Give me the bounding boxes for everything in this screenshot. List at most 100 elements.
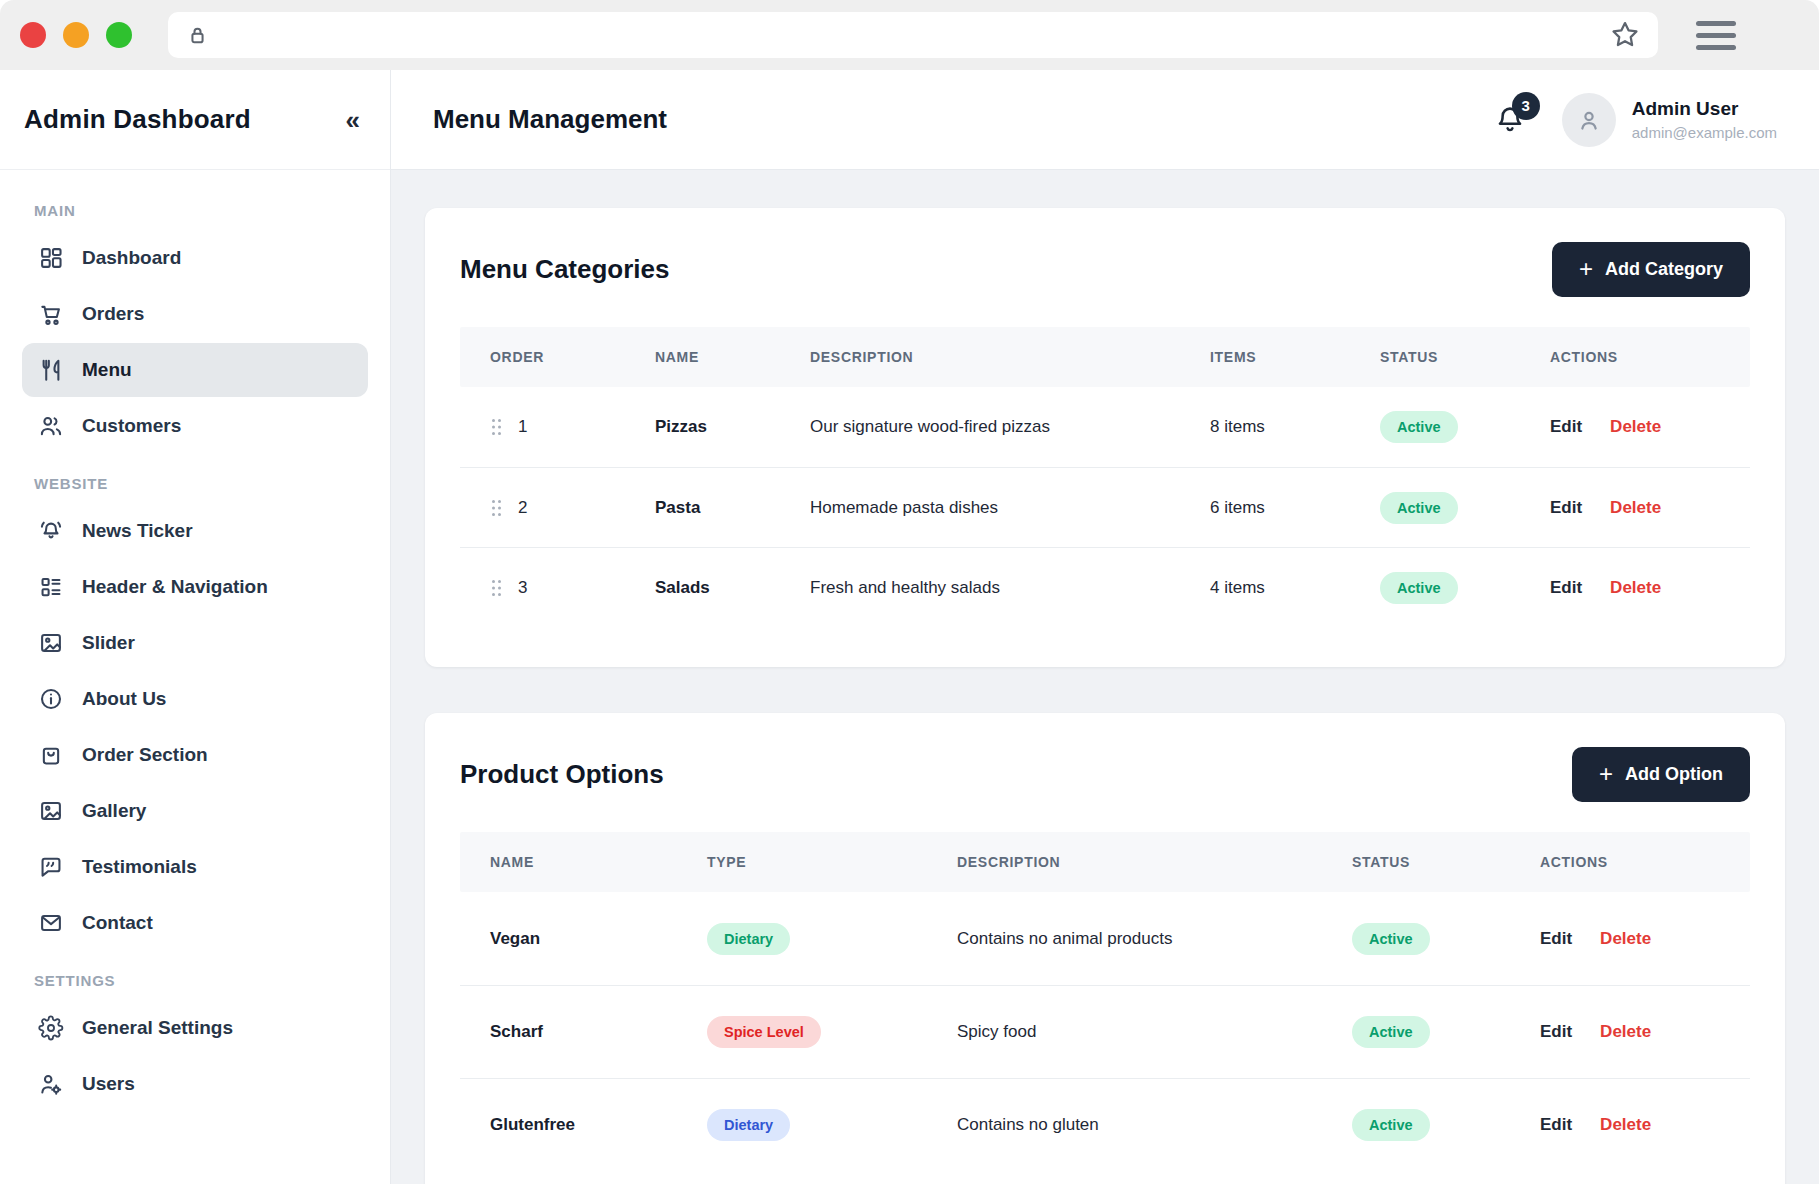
menu-categories-card: Menu Categories + Add Category ORDER NAM… (425, 208, 1785, 667)
drag-handle-icon[interactable] (490, 578, 503, 598)
column-header-actions: ACTIONS (1540, 854, 1720, 870)
drag-handle-icon[interactable] (490, 417, 503, 437)
status-badge: Active (1380, 492, 1458, 524)
delete-button[interactable]: Delete (1610, 417, 1661, 437)
sidebar-item-users[interactable]: Users (22, 1057, 368, 1111)
sidebar-item-label: Gallery (82, 800, 146, 822)
option-description: Spicy food (957, 1022, 1352, 1042)
shopping-bag-icon (38, 742, 64, 768)
sidebar-item-order-section[interactable]: Order Section (22, 728, 368, 782)
table-row: Scharf Spice Level Spicy food Active Edi… (460, 985, 1750, 1078)
plus-icon: + (1599, 762, 1613, 786)
option-description: Contains no gluten (957, 1115, 1352, 1135)
category-name: Pasta (655, 498, 810, 518)
sidebar-item-dashboard[interactable]: Dashboard (22, 231, 368, 285)
sidebar-header: Admin Dashboard « (0, 70, 390, 170)
table-row: 1 Pizzas Our signature wood-fired pizzas… (460, 387, 1750, 467)
sidebar-item-label: Slider (82, 632, 135, 654)
sidebar-item-news-ticker[interactable]: News Ticker (22, 504, 368, 558)
column-header-name: NAME (655, 349, 810, 365)
maximize-window-button[interactable] (106, 22, 132, 48)
type-badge: Spice Level (707, 1016, 821, 1048)
bookmark-star-icon[interactable] (1608, 18, 1642, 52)
sidebar-item-orders[interactable]: Orders (22, 287, 368, 341)
avatar (1562, 93, 1616, 147)
sidebar-item-customers[interactable]: Customers (22, 399, 368, 453)
edit-button[interactable]: Edit (1540, 1115, 1572, 1135)
page-header: Menu Management 3 (391, 70, 1819, 170)
edit-button[interactable]: Edit (1550, 417, 1582, 437)
category-description: Homemade pasta dishes (810, 498, 1210, 518)
sidebar-item-general-settings[interactable]: General Settings (22, 1001, 368, 1055)
status-badge: Active (1380, 572, 1458, 604)
category-name: Salads (655, 578, 810, 598)
delete-button[interactable]: Delete (1600, 929, 1651, 949)
sidebar-collapse-button[interactable]: « (346, 107, 360, 133)
dashboard-grid-icon (38, 245, 64, 271)
status-badge: Active (1352, 923, 1430, 955)
sidebar-item-contact[interactable]: Contact (22, 896, 368, 950)
user-menu[interactable]: Admin User admin@example.com (1562, 93, 1777, 147)
browser-menu-icon[interactable] (1696, 21, 1736, 50)
users-group-icon (38, 413, 64, 439)
window-controls (0, 22, 132, 48)
section-label-settings: SETTINGS (34, 972, 356, 989)
sidebar-item-label: Testimonials (82, 856, 197, 878)
sidebar-item-label: Contact (82, 912, 153, 934)
card-title: Menu Categories (460, 254, 670, 285)
table-row: Vegan Dietary Contains no animal product… (460, 892, 1750, 985)
app-title: Admin Dashboard (24, 104, 251, 135)
card-title: Product Options (460, 759, 664, 790)
browser-chrome (0, 0, 1819, 70)
delete-button[interactable]: Delete (1600, 1115, 1651, 1135)
sidebar-item-label: Header & Navigation (82, 576, 268, 598)
edit-button[interactable]: Edit (1550, 578, 1582, 598)
user-email: admin@example.com (1632, 124, 1777, 141)
sidebar-item-header-navigation[interactable]: Header & Navigation (22, 560, 368, 614)
cart-icon (38, 301, 64, 327)
table-row: Glutenfree Dietary Contains no gluten Ac… (460, 1078, 1750, 1171)
sidebar-item-label: Users (82, 1073, 135, 1095)
quote-bubble-icon (38, 854, 64, 880)
address-bar[interactable] (168, 12, 1658, 58)
delete-button[interactable]: Delete (1610, 498, 1661, 518)
layout-list-icon (38, 574, 64, 600)
sidebar-item-label: Menu (82, 359, 132, 381)
browser-window: Admin Dashboard « MAIN Dashboard (0, 0, 1819, 1184)
sidebar-item-testimonials[interactable]: Testimonials (22, 840, 368, 894)
edit-button[interactable]: Edit (1550, 498, 1582, 518)
add-option-button[interactable]: + Add Option (1572, 747, 1750, 802)
plus-icon: + (1579, 257, 1593, 281)
gallery-image-icon (38, 798, 64, 824)
column-header-order: ORDER (490, 349, 655, 365)
sidebar-item-about-us[interactable]: About Us (22, 672, 368, 726)
category-items-count: 6 items (1210, 498, 1380, 518)
sidebar-item-menu[interactable]: Menu (22, 343, 368, 397)
edit-button[interactable]: Edit (1540, 929, 1572, 949)
main-area: Menu Management 3 (391, 70, 1819, 1184)
column-header-items: ITEMS (1210, 349, 1380, 365)
type-badge: Dietary (707, 1109, 790, 1141)
info-circle-icon (38, 686, 64, 712)
minimize-window-button[interactable] (63, 22, 89, 48)
delete-button[interactable]: Delete (1600, 1022, 1651, 1042)
drag-handle-icon[interactable] (490, 498, 503, 518)
column-header-actions: ACTIONS (1550, 349, 1720, 365)
sidebar-item-label: Order Section (82, 744, 208, 766)
sidebar-item-gallery[interactable]: Gallery (22, 784, 368, 838)
sidebar-item-label: Orders (82, 303, 144, 325)
column-header-status: STATUS (1352, 854, 1540, 870)
notifications-button[interactable]: 3 (1492, 102, 1528, 138)
sidebar-item-slider[interactable]: Slider (22, 616, 368, 670)
column-header-type: TYPE (707, 854, 957, 870)
add-category-button[interactable]: + Add Category (1552, 242, 1750, 297)
edit-button[interactable]: Edit (1540, 1022, 1572, 1042)
category-name: Pizzas (655, 417, 810, 437)
order-number: 2 (518, 498, 527, 518)
column-header-description: DESCRIPTION (957, 854, 1352, 870)
sidebar-item-label: News Ticker (82, 520, 193, 542)
option-name: Glutenfree (490, 1115, 707, 1135)
close-window-button[interactable] (20, 22, 46, 48)
option-name: Vegan (490, 929, 707, 949)
delete-button[interactable]: Delete (1610, 578, 1661, 598)
